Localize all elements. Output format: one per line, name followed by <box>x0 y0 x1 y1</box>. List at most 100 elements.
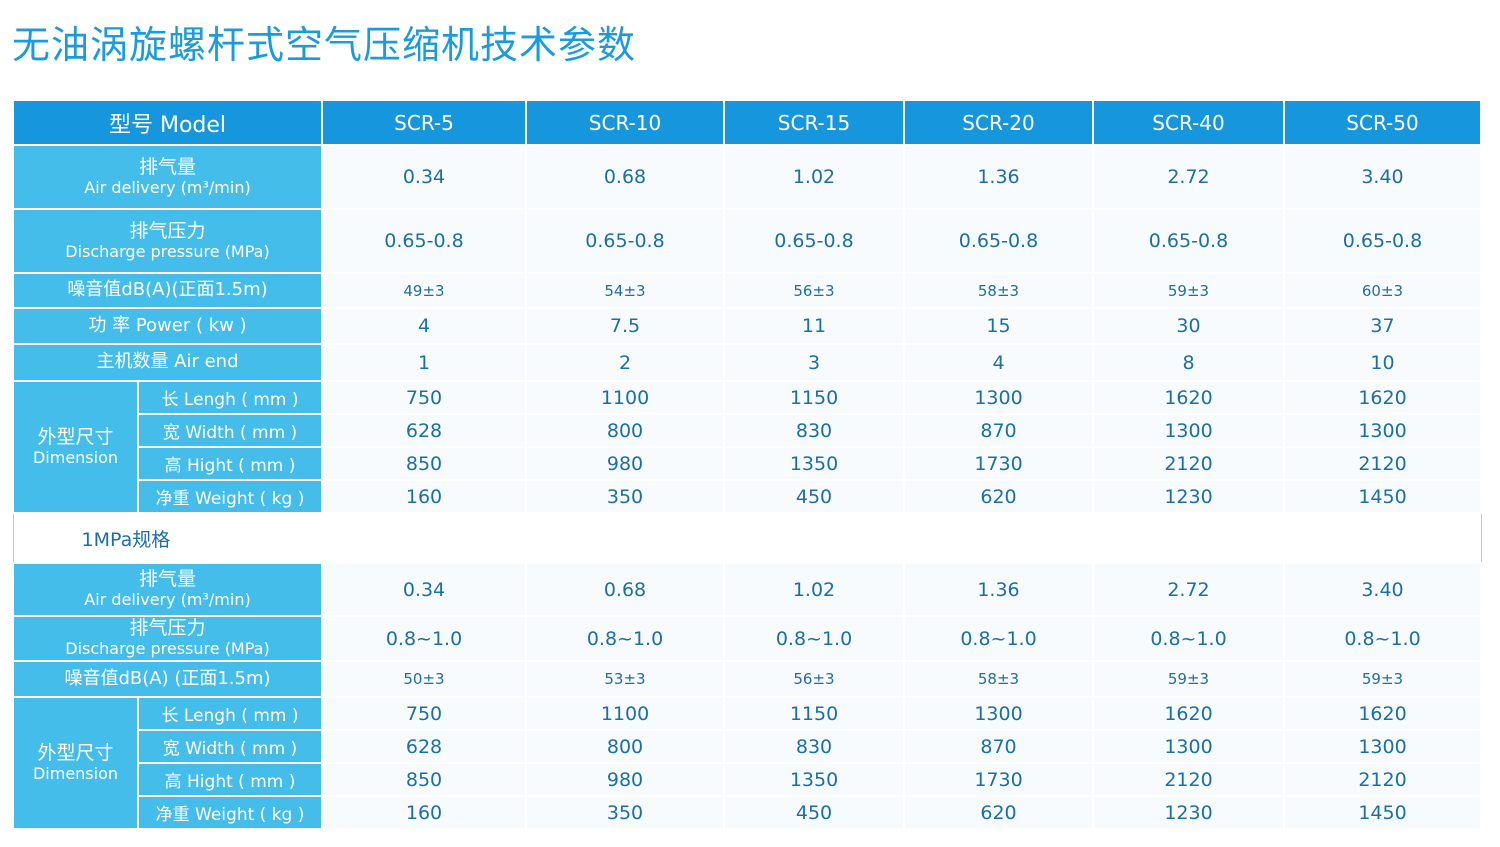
value-cell: 1450 <box>1283 795 1482 830</box>
value-cell: 1620 <box>1092 696 1285 731</box>
value-cell: 0.8~1.0 <box>903 615 1094 662</box>
value-cell: 0.8~1.0 <box>1283 615 1482 662</box>
table-row: 噪音值dB(A)(正面1.5m) 49±3 54±3 56±3 58±3 59±3 60±3 <box>12 272 1482 309</box>
row-label-air-end: 主机数量 Air end <box>12 343 323 382</box>
label-cn: 外型尺寸 <box>37 425 114 448</box>
value-cell: 620 <box>903 795 1094 830</box>
value-cell: 1150 <box>723 696 905 731</box>
value-cell: 1300 <box>1283 729 1482 764</box>
value-cell: 1100 <box>525 380 725 415</box>
label-cn: 排气量 <box>138 155 196 178</box>
header-model-5: SCR-40 <box>1092 99 1285 146</box>
value-cell: 3 <box>723 343 905 382</box>
label-cn: 排气量 <box>138 568 196 591</box>
header-model-6: SCR-50 <box>1283 99 1482 146</box>
value-cell: 1450 <box>1283 479 1482 514</box>
value-cell: 830 <box>723 729 905 764</box>
value-cell: 980 <box>525 762 725 797</box>
header-model-2: SCR-10 <box>525 99 725 146</box>
row-label-discharge-pressure: 排气压力 Discharge pressure (MPa) <box>12 208 323 274</box>
label-cn: 排气压力 <box>129 219 206 242</box>
table-row: 功 率 Power ( kw ) 4 7.5 11 15 30 37 <box>12 307 1482 345</box>
label-cn: 排气压力 <box>129 617 206 640</box>
value-cell: 4 <box>321 307 527 345</box>
spec-table: 型号 Model SCR-5 SCR-10 SCR-15 SCR-20 SCR-40 SCR… <box>12 99 1482 830</box>
header-model-4: SCR-20 <box>903 99 1094 146</box>
value-cell: 0.8~1.0 <box>321 615 527 662</box>
value-cell: 10 <box>1283 343 1482 382</box>
value-cell: 450 <box>723 479 905 514</box>
value-cell: 800 <box>525 413 725 448</box>
table-row: 宽 Width ( mm ) 628 800 830 870 1300 1300 <box>13 729 1482 764</box>
table-row: 排气量 Air delivery (m³/min) 0.34 0.68 1.02 1.36… <box>12 144 1482 210</box>
header-model-3: SCR-15 <box>723 99 905 146</box>
value-cell: 0.65-0.8 <box>723 208 905 274</box>
value-cell: 54±3 <box>525 272 725 309</box>
row-label-air-delivery: 排气量 Air delivery (m³/min) <box>12 562 323 617</box>
table-row: 外型尺寸 Dimension 长 Lengh ( mm ) 750 1100 1150 13… <box>12 380 1482 514</box>
value-cell: 49±3 <box>321 272 527 309</box>
value-cell: 59±3 <box>1283 660 1482 698</box>
row-sublabel: 高 Hight ( mm ) <box>137 446 323 481</box>
row-sublabel: 宽 Width ( mm ) <box>137 413 323 448</box>
value-cell: 750 <box>321 696 527 731</box>
row-sublabel: 宽 Width ( mm ) <box>137 729 323 764</box>
table-row: 1MPa规格 <box>13 513 1481 563</box>
value-cell: 0.34 <box>321 144 527 210</box>
table-row: 净重 Weight ( kg ) 160 350 450 620 1230 1450 <box>13 479 1482 514</box>
value-cell: 2120 <box>1283 762 1482 797</box>
value-cell: 50±3 <box>321 660 527 698</box>
table-row: 排气压力 Discharge pressure (MPa) 0.65-0.8 0.65… <box>12 208 1482 274</box>
value-cell: 628 <box>321 729 527 764</box>
table-row: 型号 Model SCR-5 SCR-10 SCR-15 SCR-20 SCR-40 SCR… <box>12 99 1482 146</box>
value-cell: 0.68 <box>525 144 725 210</box>
value-cell: 56±3 <box>723 272 905 309</box>
value-cell: 850 <box>321 446 527 481</box>
row-label-noise: 噪音值dB(A) (正面1.5m) <box>12 660 323 698</box>
value-cell: 1230 <box>1092 795 1285 830</box>
value-cell: 2.72 <box>1092 562 1285 617</box>
value-cell: 1150 <box>723 380 905 415</box>
value-cell: 870 <box>903 729 1094 764</box>
value-cell: 830 <box>723 413 905 448</box>
table-row: 主机数量 Air end 1 2 3 4 8 10 <box>12 343 1482 382</box>
label-en: Discharge pressure (MPa) <box>65 241 270 261</box>
row-sublabel: 长 Lengh ( mm ) <box>137 696 323 731</box>
value-cell: 58±3 <box>903 272 1094 309</box>
value-cell: 160 <box>321 795 527 830</box>
row-sublabel: 长 Lengh ( mm ) <box>137 380 323 415</box>
value-cell: 350 <box>525 479 725 514</box>
header-model-label: 型号 Model <box>12 99 323 146</box>
value-cell: 1230 <box>1092 479 1285 514</box>
value-cell: 750 <box>321 380 527 415</box>
value-cell: 1300 <box>1283 413 1482 448</box>
value-cell: 1.36 <box>903 144 1094 210</box>
value-cell: 350 <box>525 795 725 830</box>
table-row: 排气量 Air delivery (m³/min) 0.34 0.68 1.02 1.36… <box>12 562 1482 617</box>
value-cell: 1620 <box>1283 380 1482 415</box>
value-cell: 1.02 <box>723 562 905 617</box>
value-cell: 0.65-0.8 <box>1283 208 1482 274</box>
value-cell: 15 <box>903 307 1094 345</box>
value-cell: 3.40 <box>1283 562 1482 617</box>
label-en: Discharge pressure (MPa) <box>65 639 270 659</box>
table-row: 外型尺寸 Dimension 长 Lengh ( mm ) 750 1100 1150 13… <box>12 696 1482 830</box>
header-model-1: SCR-5 <box>321 99 527 146</box>
value-cell: 620 <box>903 479 1094 514</box>
value-cell: 0.65-0.8 <box>525 208 725 274</box>
value-cell: 2120 <box>1092 762 1285 797</box>
label-en: Air delivery (m³/min) <box>84 590 251 610</box>
table-row: 净重 Weight ( kg ) 160 350 450 620 1230 1450 <box>13 795 1482 830</box>
value-cell: 1 <box>321 343 527 382</box>
row-label-noise: 噪音值dB(A)(正面1.5m) <box>12 272 323 309</box>
value-cell: 1300 <box>903 380 1094 415</box>
value-cell: 2120 <box>1092 446 1285 481</box>
label-en: Dimension <box>32 447 119 467</box>
value-cell: 1350 <box>723 762 905 797</box>
value-cell: 870 <box>903 413 1094 448</box>
value-cell: 0.65-0.8 <box>903 208 1094 274</box>
value-cell: 30 <box>1092 307 1285 345</box>
value-cell: 1350 <box>723 446 905 481</box>
value-cell: 59±3 <box>1092 272 1285 309</box>
value-cell: 37 <box>1283 307 1482 345</box>
